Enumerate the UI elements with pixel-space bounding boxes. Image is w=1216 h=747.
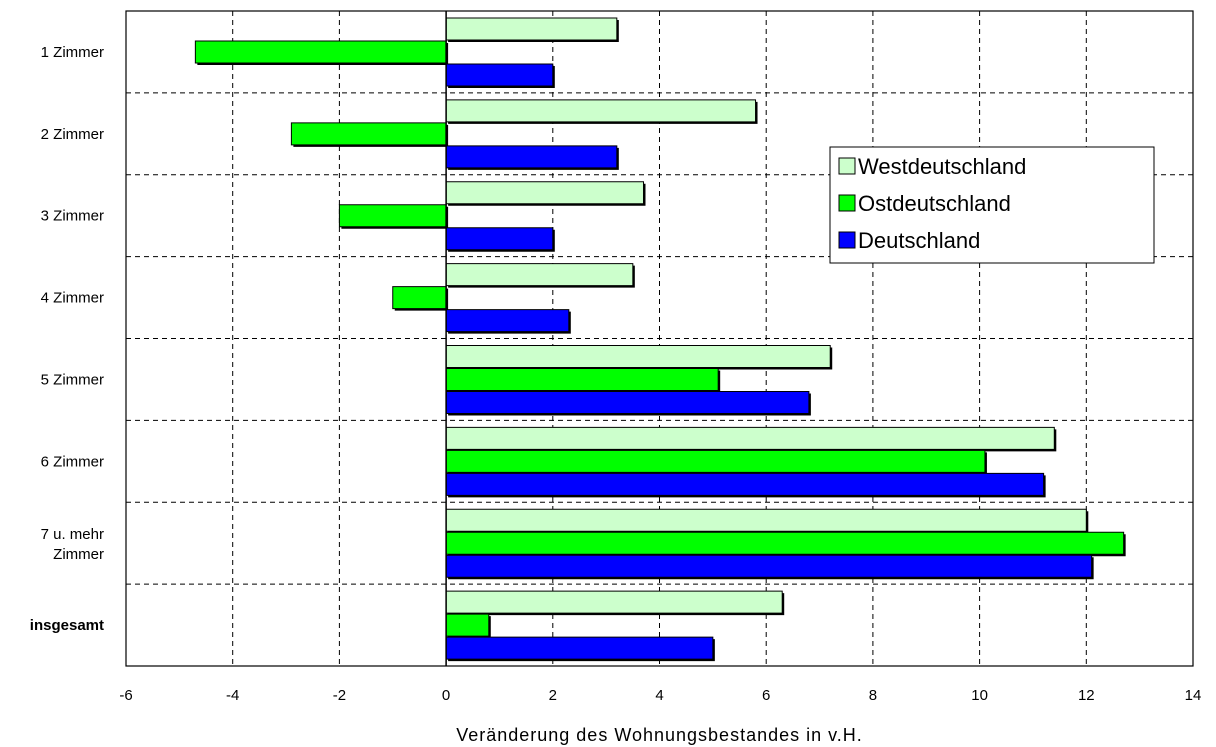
x-tick-labels: -6 -4 -2 0 2 4 6 8 10 12 14 xyxy=(119,687,1201,704)
bar-westdeutschland-1 xyxy=(445,99,757,123)
x-tick-label: -4 xyxy=(226,687,239,704)
legend-swatch xyxy=(838,231,856,249)
legend-swatch xyxy=(838,194,856,212)
legend-label: Westdeutschland xyxy=(858,154,1026,179)
bar-deutschland-7 xyxy=(445,636,714,660)
legend: Westdeutschland Ostdeutschland Deutschland xyxy=(829,146,1155,264)
category-label: insgesamt xyxy=(30,617,104,634)
category-label: 7 u. mehr Zimmer xyxy=(41,526,104,563)
x-tick-label: 8 xyxy=(869,687,877,704)
bar-westdeutschland-4 xyxy=(445,345,831,368)
x-tick-label: -6 xyxy=(119,687,132,704)
category-label: 2 Zimmer xyxy=(41,126,104,143)
x-tick-label: 10 xyxy=(971,687,988,704)
plot-frame xyxy=(125,10,1194,667)
bar-ostdeutschland-1 xyxy=(290,122,447,146)
category-label: 5 Zimmer xyxy=(41,371,104,388)
bar-deutschland-3 xyxy=(445,309,570,333)
bar-westdeutschland-0 xyxy=(445,17,618,41)
bar-ostdeutschland-4 xyxy=(445,368,719,391)
legend-box xyxy=(829,146,1155,264)
x-tick-label: 14 xyxy=(1185,687,1202,704)
bars xyxy=(194,17,1126,662)
bar-westdeutschland-2 xyxy=(445,181,644,205)
legend-swatch xyxy=(838,157,856,175)
bar-deutschland-0 xyxy=(445,63,554,87)
bar-ostdeutschland-0 xyxy=(194,40,447,64)
bar-deutschland-2 xyxy=(445,227,554,251)
bar-westdeutschland-3 xyxy=(445,263,634,287)
category-labels: 1 Zimmer 2 Zimmer 3 Zimmer 4 Zimmer 5 Zimmer… xyxy=(30,44,104,634)
bar-ostdeutschland-6 xyxy=(445,531,1125,555)
category-label: 6 Zimmer xyxy=(41,453,104,470)
bar-westdeutschland-7 xyxy=(445,590,783,614)
category-label: 4 Zimmer xyxy=(41,290,104,307)
bar-deutschland-4 xyxy=(445,391,810,414)
bar-westdeutschland-6 xyxy=(445,508,1087,532)
x-tick-label: 4 xyxy=(655,687,663,704)
legend-label: Ostdeutschland xyxy=(858,191,1011,216)
bar-deutschland-5 xyxy=(445,472,1045,496)
bar-ostdeutschland-2 xyxy=(338,204,447,228)
category-label: 1 Zimmer xyxy=(41,44,104,61)
x-tick-label: 2 xyxy=(549,687,557,704)
x-tick-label: 12 xyxy=(1078,687,1095,704)
bar-westdeutschland-5 xyxy=(445,426,1055,450)
bar-ostdeutschland-5 xyxy=(445,449,986,473)
x-tick-label: -2 xyxy=(333,687,346,704)
bar-deutschland-1 xyxy=(445,145,618,169)
x-tick-label: 6 xyxy=(762,687,770,704)
legend-label: Deutschland xyxy=(858,228,980,253)
category-label: 3 Zimmer xyxy=(41,208,104,225)
bar-ostdeutschland-3 xyxy=(392,286,447,310)
x-axis-title: Veränderung des Wohnungsbestandes in v.H… xyxy=(456,725,863,745)
bar-deutschland-6 xyxy=(445,554,1093,578)
bar-ostdeutschland-7 xyxy=(445,613,490,637)
x-tick-label: 0 xyxy=(442,687,450,704)
